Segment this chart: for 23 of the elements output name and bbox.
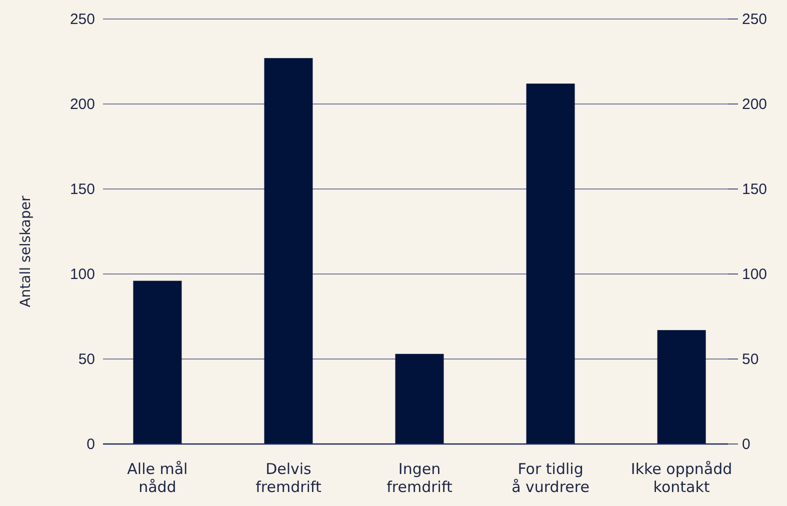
y2-tick-label: 200: [742, 96, 768, 113]
y-axis-title: Antall selskaper: [18, 195, 34, 308]
y-tick-label: 0: [86, 436, 95, 453]
x-tick-label: Ingen fremdrift: [386, 460, 452, 496]
bar: [264, 58, 313, 444]
x-tick-label: Alle mål nådd: [127, 460, 188, 496]
y2-tick-label: 50: [742, 350, 759, 368]
x-tick-label: Ikke oppnådd kontakt: [630, 460, 732, 496]
x-tick-label: For tidlig å vurdrere: [512, 460, 590, 496]
y2-tick-label: 0: [742, 436, 750, 453]
y2-tick-label: 100: [742, 266, 768, 283]
y2-tick-label: 150: [742, 180, 768, 198]
y2-tick-label: 250: [742, 10, 768, 28]
y-tick-label: 50: [78, 350, 95, 368]
y-tick-label: 100: [70, 266, 95, 283]
y-tick-label: 150: [70, 180, 95, 198]
bar: [133, 280, 182, 444]
y-tick-label: 200: [70, 96, 95, 113]
y-tick-label: 250: [70, 10, 95, 28]
bar: [526, 84, 575, 444]
bar: [395, 354, 444, 444]
bar: [657, 330, 706, 444]
x-tick-label: Delvis fremdrift: [256, 460, 322, 496]
